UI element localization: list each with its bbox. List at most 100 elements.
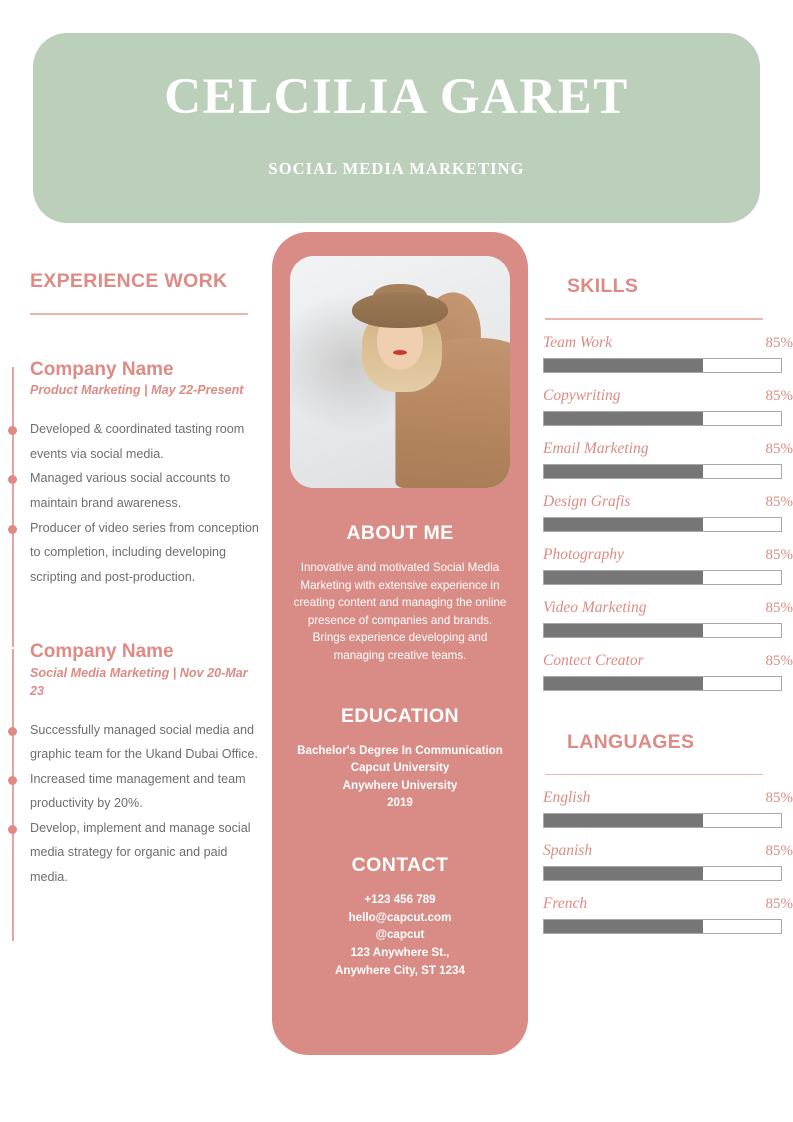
bullet-item: Managed various social accounts to maint… — [0, 466, 262, 515]
skill-progress-fill — [544, 358, 703, 372]
contact-address-line-1: 123 Anywhere St., — [350, 945, 450, 959]
skill-progress-track — [543, 516, 782, 532]
company-name: Company Name — [30, 641, 174, 663]
skill-row: Video Marketing 85% — [543, 599, 793, 638]
language-percent: 85% — [765, 896, 793, 913]
company-role: Product Marketing | May 22-Present — [30, 383, 244, 398]
timeline-dot-icon — [8, 524, 17, 534]
bullet-item: Developed & coordinated tasting room eve… — [0, 417, 262, 466]
skill-percent: 85% — [765, 599, 793, 616]
avatar — [290, 256, 510, 488]
language-row: English 85% — [543, 789, 793, 829]
timeline-line — [12, 649, 14, 942]
language-progress-fill — [544, 867, 703, 881]
education-lines: Bachelor's Degree In Communication Capcu… — [290, 742, 510, 812]
experience-divider — [30, 313, 248, 315]
skill-progress-fill — [544, 464, 703, 478]
skill-progress-fill — [544, 676, 703, 690]
education-line: Anywhere University — [342, 778, 458, 792]
experience-bullets: Developed & coordinated tasting room eve… — [0, 417, 262, 589]
education-line: Capcut University — [350, 761, 450, 775]
language-progress-track — [543, 866, 782, 882]
skill-label: Video Marketing — [543, 598, 647, 616]
experience-heading: EXPERIENCE WORK — [30, 270, 228, 292]
languages-heading: LANGUAGES — [567, 730, 695, 753]
skill-row: Email Marketing 85% — [543, 440, 793, 479]
education-line: Bachelor's Degree In Communication — [297, 743, 503, 757]
skill-row: Design Grafis 85% — [543, 493, 793, 532]
contact-email[interactable]: hello@capcut.com — [348, 910, 452, 924]
bullet-text: Producer of video series from conception… — [30, 520, 259, 584]
skill-row: Team Work 85% — [543, 334, 793, 373]
header-banner: CELCILIA GARET SOCIAL MEDIA MARKETING — [33, 33, 760, 223]
bullet-item: Producer of video series from conception… — [0, 516, 262, 590]
timeline-dot-icon — [8, 775, 17, 785]
about-me-body: Innovative and motivated Social Media Ma… — [293, 561, 507, 663]
language-progress-fill — [544, 814, 703, 828]
language-percent: 85% — [765, 843, 793, 860]
contact-heading: CONTACT — [351, 854, 449, 877]
skill-percent: 85% — [765, 334, 793, 351]
experience-entry: Company Name Social Media Marketing | No… — [0, 641, 262, 942]
skills-heading: SKILLS — [567, 275, 639, 297]
timeline-line — [12, 366, 14, 647]
bullet-text: Increased time management and team produ… — [30, 771, 246, 811]
skill-progress-track — [543, 569, 782, 585]
skill-progress-fill — [544, 623, 703, 637]
skills-list: Team Work 85% Copywriting 85% Email Ma — [543, 334, 793, 691]
bullet-text: Developed & coordinated tasting room eve… — [30, 422, 245, 461]
skill-percent: 85% — [765, 387, 793, 404]
education-line: 2019 — [387, 796, 413, 810]
skill-progress-track — [543, 357, 782, 373]
skill-label: Copywriting — [543, 386, 621, 404]
contact-address-line-2: Anywhere City, ST 1234 — [335, 963, 465, 977]
company-name: Company Name — [30, 358, 174, 380]
contact-phone[interactable]: +123 456 789 — [364, 893, 436, 907]
skill-label: Team Work — [543, 333, 613, 351]
languages-divider — [545, 773, 763, 776]
experience-bullets: Successfully managed social media and gr… — [0, 718, 262, 890]
bullet-text: Develop, implement and manage social med… — [30, 820, 251, 885]
contact-handle[interactable]: @capcut — [375, 928, 425, 942]
experience-column: EXPERIENCE WORK Company Name Product Mar… — [0, 270, 262, 1050]
language-row: French 85% — [543, 895, 793, 935]
language-label: Spanish — [543, 842, 593, 860]
education-heading: EDUCATION — [340, 704, 460, 727]
contact-lines: +123 456 789 hello@capcut.com @capcut 12… — [290, 891, 510, 979]
timeline-dot-icon — [8, 726, 17, 736]
skill-percent: 85% — [765, 440, 793, 457]
skill-progress-track — [543, 463, 782, 479]
language-progress-track — [543, 919, 782, 935]
language-progress-fill — [544, 920, 703, 934]
timeline-dot-icon — [8, 475, 17, 485]
skill-row: Photography 85% — [543, 546, 793, 585]
language-label: French — [543, 895, 588, 913]
skill-row: Contect Creator 85% — [543, 652, 793, 691]
skill-percent: 85% — [765, 652, 793, 669]
skill-label: Email Marketing — [543, 439, 649, 457]
skills-divider — [545, 318, 763, 320]
skill-progress-fill — [544, 570, 703, 584]
language-label: English — [543, 789, 591, 807]
company-role: Social Media Marketing | Nov 20-Mar 23 — [30, 665, 248, 698]
bullet-item: Develop, implement and manage social med… — [0, 816, 262, 890]
bullet-text: Successfully managed social media and gr… — [30, 722, 258, 762]
language-row: Spanish 85% — [543, 842, 793, 882]
about-me-heading: ABOUT ME — [346, 522, 454, 544]
skill-percent: 85% — [765, 493, 793, 510]
skill-progress-fill — [544, 517, 703, 531]
language-percent: 85% — [765, 790, 793, 807]
photo-lips — [393, 350, 407, 355]
skill-progress-track — [543, 622, 782, 638]
bullet-item: Increased time management and team produ… — [0, 767, 262, 816]
skill-progress-track — [543, 410, 782, 426]
experience-entry: Company Name Product Marketing | May 22-… — [0, 358, 262, 647]
skill-label: Contect Creator — [543, 651, 644, 669]
languages-list: English 85% Spanish 85% French — [543, 789, 793, 935]
page-title: CELCILIA GARET — [164, 68, 629, 125]
profile-panel: ABOUT ME Innovative and motivated Social… — [272, 232, 528, 1055]
skill-label: Design Grafis — [543, 492, 631, 510]
timeline-dot-icon — [8, 426, 17, 436]
timeline-dot-icon — [8, 824, 17, 834]
